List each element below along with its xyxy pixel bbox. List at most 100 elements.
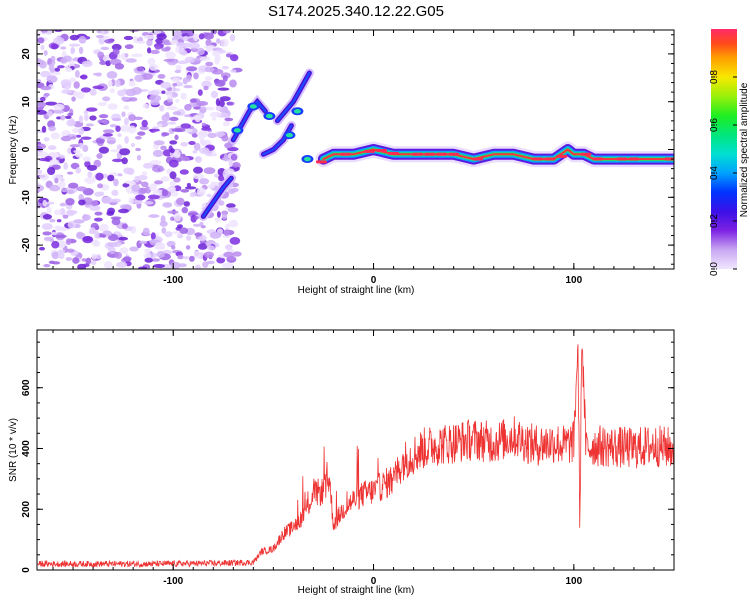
noise-blob [148, 90, 160, 96]
noise-blob [86, 107, 98, 112]
noise-blob [123, 117, 129, 126]
noise-blob [108, 233, 119, 242]
noise-blob [133, 36, 139, 43]
noise-blob [173, 177, 181, 183]
noise-blob [121, 223, 128, 229]
colorbar-tick-label: 0.0 [709, 262, 720, 276]
snr-x-tick-label: 0 [371, 576, 377, 587]
noise-blob [141, 73, 153, 80]
snr-series-layer [37, 344, 674, 569]
noise-blob [101, 184, 110, 191]
noise-blob [118, 208, 129, 214]
noise-blob [224, 117, 234, 122]
noise-blob [196, 47, 205, 56]
noise-blob [136, 66, 144, 72]
noise-blob [63, 82, 72, 90]
noise-blob [231, 187, 239, 193]
spectrogram-y-tick-label: -10 [21, 190, 32, 205]
noise-blob [114, 79, 121, 88]
noise-blob [211, 50, 221, 57]
noise-blob [179, 169, 189, 175]
noise-blob [45, 101, 58, 106]
spectrogram-signal-layer [198, 68, 674, 221]
noise-blob [89, 227, 96, 235]
noise-blob [152, 149, 164, 157]
noise-blob [161, 189, 169, 197]
noise-blob [75, 167, 82, 174]
noise-blob [89, 205, 101, 211]
noise-blob [228, 161, 233, 167]
noise-blob [166, 106, 179, 111]
noise-blob [103, 129, 115, 134]
noise-blob [216, 256, 226, 264]
snr-x-tick-label: 100 [565, 576, 582, 587]
signal-blob-core [293, 109, 301, 114]
noise-blob [57, 249, 66, 254]
noise-blob [123, 35, 134, 41]
noise-blob [87, 171, 93, 179]
noise-blob [76, 186, 87, 192]
noise-blob [195, 156, 202, 163]
noise-blob [118, 236, 128, 241]
noise-blob [65, 238, 72, 246]
noise-blob [191, 133, 198, 138]
noise-blob [189, 192, 196, 198]
noise-blob [114, 63, 125, 70]
noise-blob [112, 48, 120, 55]
noise-blob [192, 115, 201, 121]
snr-frame [36, 329, 675, 571]
noise-blob [122, 183, 130, 188]
noise-blob [60, 114, 66, 121]
noise-blob [215, 98, 220, 107]
noise-blob [47, 58, 52, 65]
signal-streak [202, 177, 233, 218]
noise-blob [100, 46, 110, 51]
noise-blob [220, 39, 229, 47]
noise-blob [199, 56, 211, 61]
noise-blob [188, 212, 199, 216]
noise-blob [169, 116, 179, 122]
noise-blob [175, 99, 180, 103]
noise-blob [101, 196, 113, 204]
snr-y-tick-label: 0 [21, 567, 32, 573]
noise-blob [188, 141, 196, 145]
noise-blob [227, 207, 239, 213]
noise-blob [164, 231, 173, 238]
noise-blob [68, 182, 79, 189]
noise-blob [40, 30, 48, 33]
noise-blob [137, 131, 146, 136]
noise-blob [188, 43, 201, 49]
snr-y-tick-label: 200 [21, 500, 32, 517]
noise-blob [215, 105, 222, 112]
noise-blob [53, 103, 65, 111]
spectrogram-y-tick-label: 10 [21, 96, 32, 108]
noise-blob [42, 199, 47, 207]
noise-blob [218, 174, 225, 182]
colorbar-tick-label: 0.4 [709, 166, 720, 180]
noise-blob [175, 64, 182, 72]
noise-blob [207, 245, 215, 251]
noise-blob [186, 235, 192, 241]
noise-blob [192, 150, 198, 154]
noise-blob [84, 114, 89, 121]
noise-blob [216, 38, 221, 44]
noise-blob [161, 132, 170, 137]
noise-blob [55, 234, 67, 239]
noise-blob [124, 44, 134, 50]
noise-blob [160, 176, 170, 182]
noise-blob [67, 112, 74, 116]
noise-blob [65, 198, 75, 206]
noise-blob [226, 203, 236, 208]
noise-blob [222, 120, 230, 127]
noise-blob [47, 167, 56, 175]
noise-blob [174, 69, 182, 74]
noise-blob [167, 210, 179, 214]
noise-blob [83, 110, 89, 115]
noise-blob [176, 197, 185, 206]
noise-blob [139, 240, 148, 245]
colorbar-tick-label: 0.8 [709, 70, 720, 84]
noise-blob [169, 181, 176, 187]
noise-blob [211, 117, 217, 121]
noise-blob [60, 46, 67, 50]
